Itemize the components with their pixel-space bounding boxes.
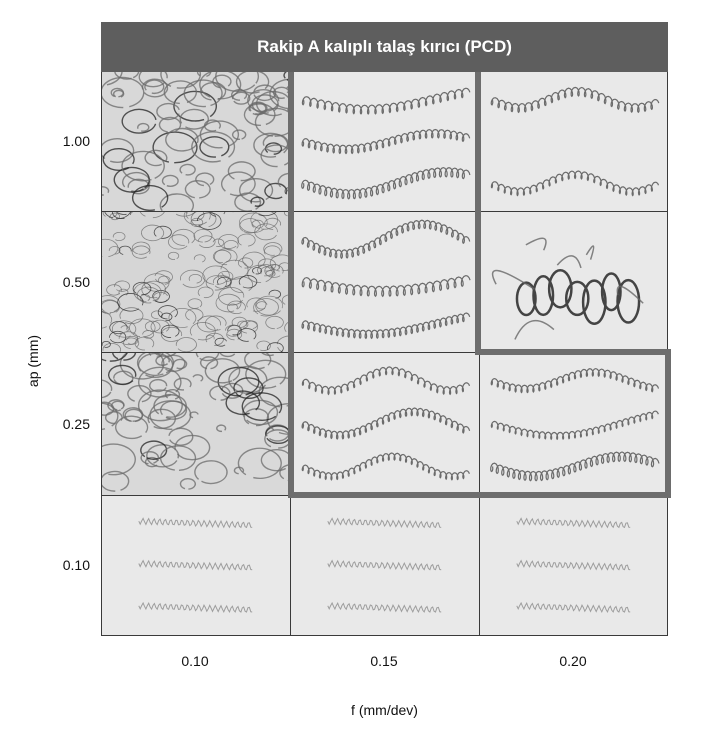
highlight-frame	[475, 349, 671, 355]
grid-line	[101, 635, 668, 636]
y-axis-label: ap (mm)	[25, 334, 41, 388]
grid-line	[101, 72, 102, 636]
chip-photo-ap050-f020	[479, 211, 668, 352]
y-tick-label: 0.50	[62, 274, 90, 290]
chip-photo-ap010-f010	[101, 495, 290, 636]
highlight-frame	[475, 72, 481, 353]
chip-photo-ap100-f015	[290, 72, 479, 211]
grid-line	[101, 352, 668, 353]
y-tick-label: 0.10	[62, 557, 90, 573]
highlight-frame	[288, 492, 671, 498]
x-tick-label: 0.20	[559, 653, 587, 669]
y-tick-label: 0.25	[62, 416, 90, 432]
highlight-frame	[665, 349, 671, 498]
chip-photo-ap100-f010	[101, 72, 290, 211]
x-tick-label: 0.10	[181, 653, 209, 669]
chip-photo-ap010-f020	[479, 495, 668, 636]
x-axis-label: f (mm/dev)	[351, 702, 418, 718]
chart-title: Rakip A kalıplı talaş kırıcı (PCD)	[101, 22, 668, 72]
chip-photo-ap050-f010	[101, 211, 290, 352]
x-tick-label: 0.15	[370, 653, 398, 669]
chip-photo-ap025-f010	[101, 352, 290, 495]
grid-line	[101, 211, 668, 212]
chip-photo-ap025-f015	[290, 352, 479, 495]
chip-photo-ap100-f020	[479, 72, 668, 211]
chip-photo-ap050-f015	[290, 211, 479, 352]
y-tick-label: 1.00	[62, 133, 90, 149]
chip-photo-grid	[101, 72, 671, 636]
chip-photo-ap010-f015	[290, 495, 479, 636]
highlight-frame	[288, 72, 294, 498]
chip-photo-ap025-f020	[479, 352, 668, 495]
